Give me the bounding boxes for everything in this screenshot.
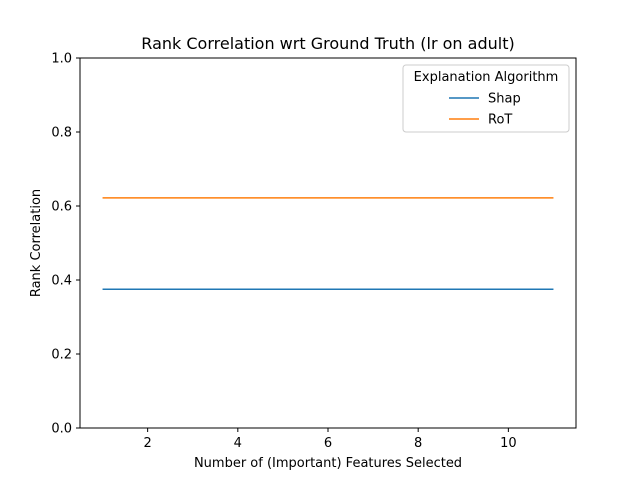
x-tick-label: 4 xyxy=(234,436,242,451)
legend-label-shap: Shap xyxy=(488,92,521,107)
y-tick-label: 0.2 xyxy=(51,348,72,363)
y-tick-label: 1.0 xyxy=(51,52,72,67)
chart-title: Rank Correlation wrt Ground Truth (lr on… xyxy=(141,34,514,53)
legend: Explanation Algorithm Shap RoT xyxy=(402,64,570,133)
x-tick-label: 6 xyxy=(324,436,332,451)
x-axis-title: Number of (Important) Features Selected xyxy=(194,456,462,471)
y-tick-label: 0.8 xyxy=(51,126,72,141)
legend-label-rot: RoT xyxy=(488,113,512,128)
y-tick-label: 0.4 xyxy=(51,274,72,289)
y-tick-label: 0.6 xyxy=(51,200,72,215)
x-tick-label: 10 xyxy=(500,436,517,451)
y-axis-ticks: 0.0 0.2 0.4 0.6 0.8 1.0 xyxy=(51,52,80,437)
legend-entries: Shap RoT xyxy=(449,92,521,128)
legend-box xyxy=(402,64,570,133)
x-axis-ticks: 2 4 6 8 10 xyxy=(143,428,517,451)
y-axis-title: Rank Correlation xyxy=(29,189,44,297)
legend-title: Explanation Algorithm xyxy=(414,70,559,85)
series-layer xyxy=(102,197,554,290)
x-tick-label: 8 xyxy=(414,436,422,451)
x-tick-label: 2 xyxy=(143,436,151,451)
y-tick-label: 0.0 xyxy=(51,422,72,437)
